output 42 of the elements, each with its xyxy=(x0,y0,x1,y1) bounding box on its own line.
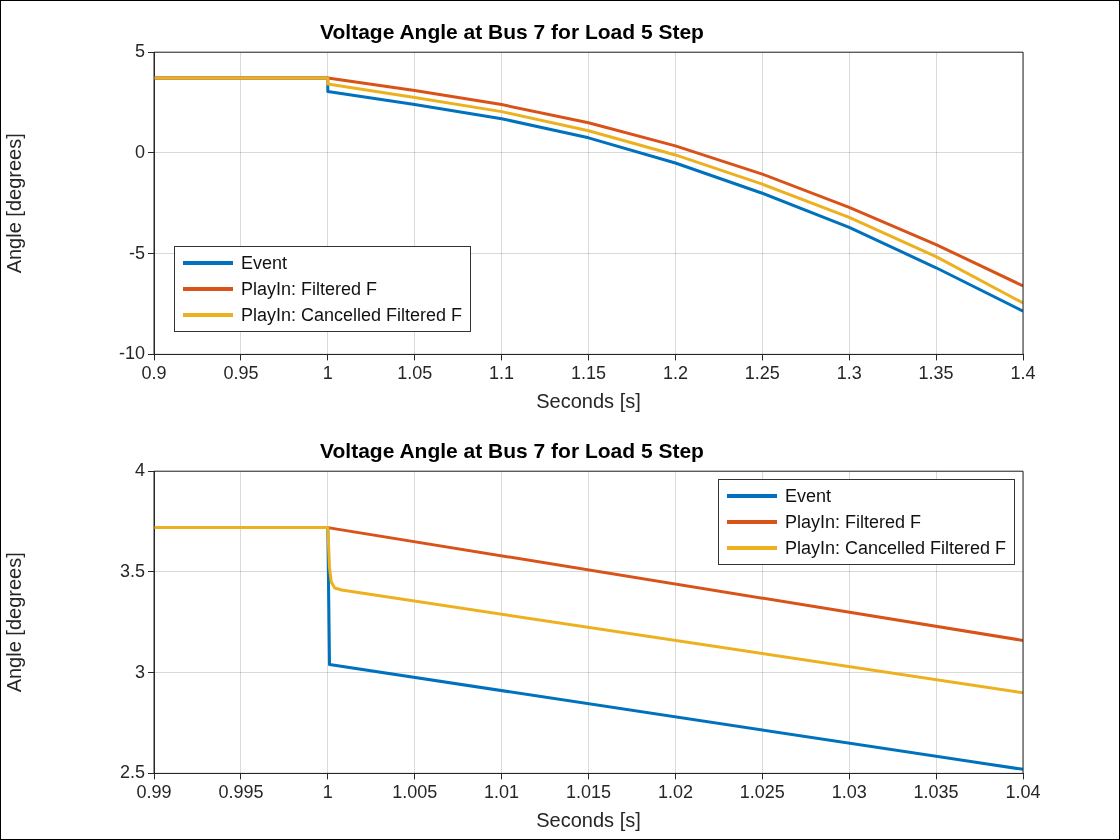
chart-title: Voltage Angle at Bus 7 for Load 5 Step xyxy=(320,20,704,44)
x-tick-label: 0.99 xyxy=(136,782,172,803)
x-tick-label: 1.05 xyxy=(397,363,433,384)
y-tick-label: 0 xyxy=(134,141,145,162)
x-tick-label: 0.995 xyxy=(218,782,264,803)
x-tick-label: 0.95 xyxy=(223,363,259,384)
chart-title: Voltage Angle at Bus 7 for Load 5 Step xyxy=(320,439,704,463)
x-tick-label: 1.005 xyxy=(392,782,438,803)
x-tick-label: 1.25 xyxy=(744,363,780,384)
x-tick-label: 1.4 xyxy=(1010,363,1036,384)
x-axis-title: Seconds [s] xyxy=(536,808,641,831)
x-tick-label: 1.02 xyxy=(657,782,693,803)
legend-label: PlayIn: Filtered F xyxy=(241,278,378,300)
x-tick-label: 1.035 xyxy=(913,782,959,803)
legend-label: PlayIn: Cancelled Filtered F xyxy=(785,537,1007,559)
y-tick-label: -10 xyxy=(118,343,145,364)
x-tick-label: 1.1 xyxy=(489,363,515,384)
x-tick-label: 1 xyxy=(322,782,333,803)
y-tick-label: 5 xyxy=(134,41,145,62)
legend-label: PlayIn: Cancelled Filtered F xyxy=(241,304,463,326)
legend-label: Event xyxy=(785,485,832,507)
x-tick-label: 1.015 xyxy=(565,782,612,803)
y-tick-label: 4 xyxy=(134,460,145,481)
x-axis-title: Seconds [s] xyxy=(536,389,641,412)
x-tick-label: 1.35 xyxy=(918,363,954,384)
x-tick-label: 0.9 xyxy=(141,363,167,384)
x-tick-label: 1.15 xyxy=(570,363,607,384)
legend-label: Event xyxy=(241,252,288,274)
x-tick-label: 1.03 xyxy=(831,782,867,803)
y-axis-title: Angle [degrees] xyxy=(2,133,25,274)
y-tick-label: 2.5 xyxy=(119,762,145,783)
x-tick-label: 1.01 xyxy=(484,782,520,803)
x-tick-label: 1 xyxy=(322,363,333,384)
y-tick-label: -5 xyxy=(128,242,145,263)
y-axis-title: Angle [degrees] xyxy=(2,552,25,693)
x-tick-label: 1.025 xyxy=(739,782,785,803)
legend-label: PlayIn: Filtered F xyxy=(785,511,922,533)
y-tick-label: 3 xyxy=(134,661,145,682)
x-tick-label: 1.04 xyxy=(1005,782,1041,803)
y-tick-label: 3.5 xyxy=(119,560,145,581)
x-tick-label: 1.2 xyxy=(662,363,688,384)
x-tick-label: 1.3 xyxy=(836,363,862,384)
